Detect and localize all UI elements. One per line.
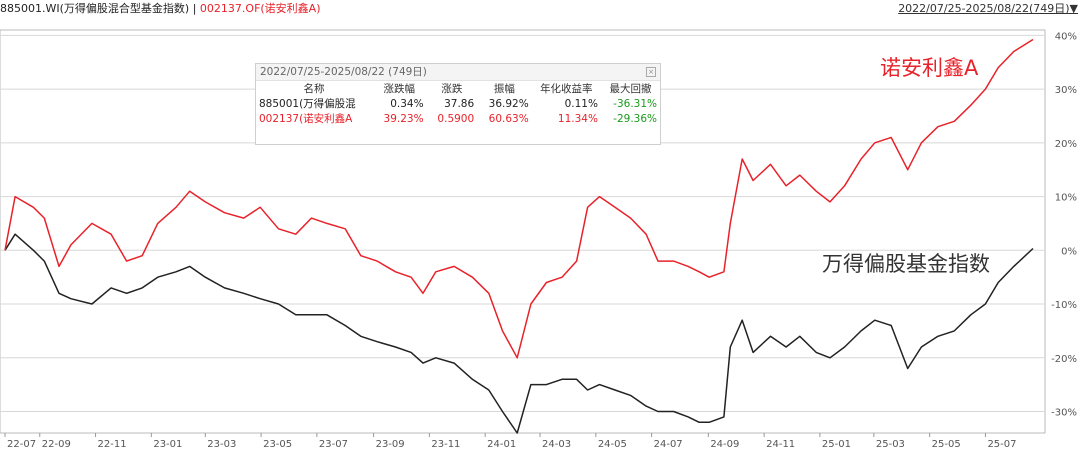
x-tick-label: 22-07	[7, 439, 36, 450]
legend-row-index: 885001(万得偏股混 0.34% 37.86 36.92% 0.11% -3…	[256, 96, 660, 111]
legend-col-max-drawdown: 最大回撤	[609, 83, 652, 95]
x-tick-label: 25-01	[822, 439, 851, 450]
y-tick-label: -20%	[1051, 354, 1077, 365]
legend-header-row: 名称 涨跌幅 涨跌 振幅 年化收益率 最大回撤	[256, 81, 660, 96]
legend-cell-name: 002137(诺安利鑫A	[259, 113, 353, 125]
legend-cell-amplitude: 60.63%	[488, 112, 529, 125]
x-tick-label: 24-07	[654, 439, 683, 450]
series-line-index	[4, 233, 1034, 434]
x-tick-label: 25-03	[876, 439, 905, 450]
y-tick-label: 20%	[1055, 139, 1077, 150]
legend-cell-change: 37.86	[444, 97, 475, 110]
series-line-fund	[4, 38, 1034, 359]
legend-cell-amplitude: 36.92%	[488, 97, 529, 110]
plot-area-frame	[0, 29, 1046, 434]
legend-title: 2022/07/25-2025/08/22 (749日)	[260, 66, 427, 78]
x-tick-label: 25-05	[932, 439, 961, 450]
y-tick-label: 40%	[1055, 31, 1077, 42]
series1-header-label[interactable]: 885001.WI(万得偏股混合型基金指数)	[0, 2, 190, 15]
series2-header-label[interactable]: 002137.OF(诺安利鑫A)	[199, 2, 321, 15]
header-separator: |	[192, 2, 197, 15]
legend-col-change: 涨跌	[441, 83, 463, 95]
y-tick-label: 10%	[1055, 193, 1077, 204]
legend-cell-annual-return: 11.34%	[557, 112, 598, 125]
x-tick-label: 23-11	[431, 439, 460, 450]
x-tick-label: 23-07	[319, 439, 348, 450]
x-tick-label: 24-05	[598, 439, 627, 450]
black-series-annotation: 万得偏股基金指数	[822, 252, 990, 276]
x-tick-label: 23-05	[263, 439, 292, 450]
x-tick-label: 22-11	[98, 439, 127, 450]
legend-col-name: 名称	[303, 83, 325, 95]
legend-cell-change-pct: 39.23%	[383, 112, 424, 125]
chart-header: 885001.WI(万得偏股混合型基金指数) | 002137.OF(诺安利鑫A…	[0, 0, 1080, 18]
x-tick-label: 25-07	[987, 439, 1016, 450]
x-tick-label: 24-03	[542, 439, 571, 450]
series-selector: 885001.WI(万得偏股混合型基金指数) | 002137.OF(诺安利鑫A…	[0, 0, 321, 18]
x-tick-label: 24-09	[710, 439, 739, 450]
legend-cell-change-pct: 0.34%	[390, 97, 424, 110]
y-tick-label: 30%	[1055, 85, 1077, 96]
legend-cell-change: 0.5900	[437, 112, 475, 125]
legend-col-amplitude: 振幅	[493, 83, 515, 95]
x-tick-label: 22-09	[42, 439, 71, 450]
y-tick-label: 0%	[1061, 246, 1077, 257]
x-tick-label: 23-01	[153, 439, 182, 450]
y-tick-label: -10%	[1051, 300, 1077, 311]
legend-cell-max-drawdown: -36.31%	[613, 97, 657, 110]
y-tick-label: -30%	[1051, 408, 1077, 419]
legend-cell-max-drawdown: -29.36%	[613, 112, 657, 125]
legend-tooltip: 2022/07/25-2025/08/22 (749日) × 名称 涨跌幅 涨跌…	[255, 63, 661, 145]
x-tick-label: 24-01	[487, 439, 516, 450]
x-tick-label: 23-03	[207, 439, 236, 450]
legend-cell-annual-return: 0.11%	[564, 97, 598, 110]
line-chart: 40% 30% 20% 10% 0% -10% -20% -30% 22-07 22-09 22-1…	[0, 29, 1077, 450]
red-series-annotation: 诺安利鑫A	[880, 56, 979, 80]
legend-table: 名称 涨跌幅 涨跌 振幅 年化收益率 最大回撤 885001(万得偏股混 0.3…	[256, 81, 660, 126]
x-tick-label: 24-11	[766, 439, 795, 450]
legend-close-icon[interactable]: ×	[646, 67, 656, 77]
date-range-selector[interactable]: 2022/07/25-2025/08/22(749日)▼	[898, 2, 1078, 15]
x-tick-label: 23-09	[376, 439, 405, 450]
legend-header: 2022/07/25-2025/08/22 (749日) ×	[256, 64, 660, 81]
legend-cell-name: 885001(万得偏股混	[259, 98, 356, 110]
legend-col-change-pct: 涨跌幅	[383, 83, 416, 95]
legend-row-fund: 002137(诺安利鑫A 39.23% 0.5900 60.63% 11.34%…	[256, 111, 660, 126]
legend-col-annual-return: 年化收益率	[540, 83, 593, 95]
